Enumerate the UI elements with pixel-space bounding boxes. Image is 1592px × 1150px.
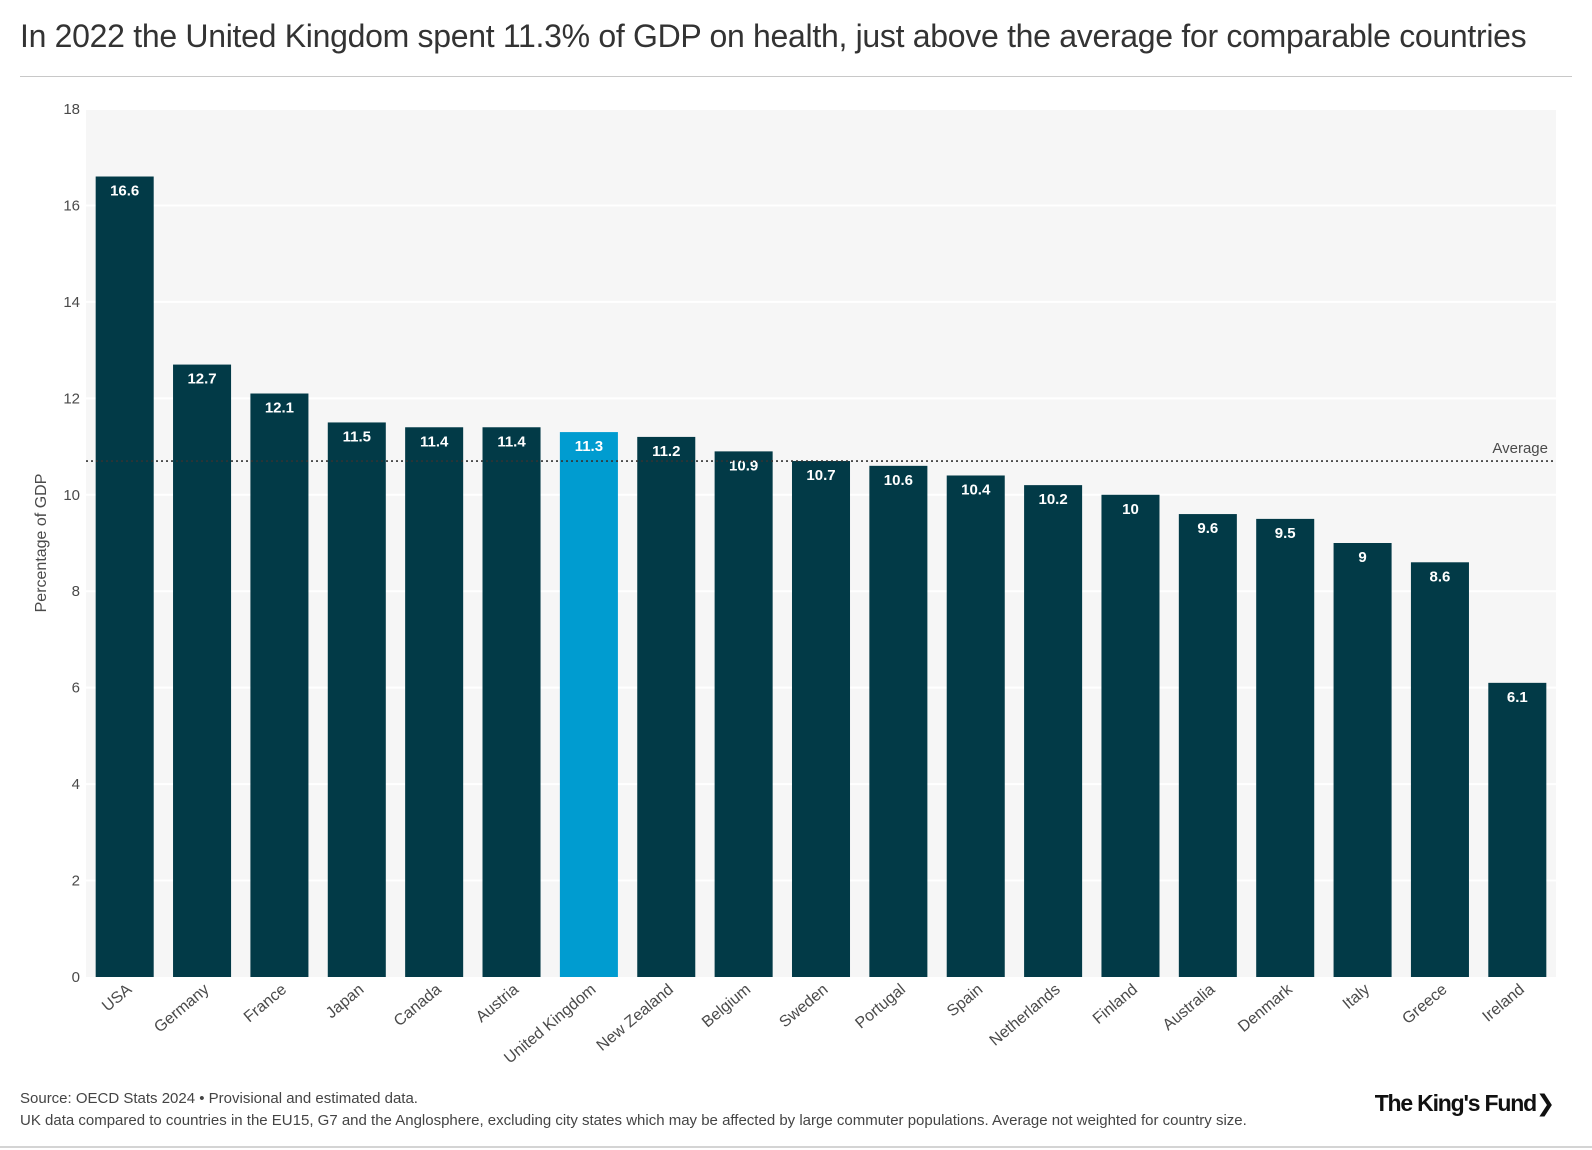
bar-value-label: 11.3 [575, 438, 603, 455]
y-tick-label: 12 [63, 390, 80, 407]
x-tick-label: Greece [1399, 981, 1450, 1028]
bar-value-label: 9 [1358, 549, 1366, 566]
title-divider [20, 76, 1572, 77]
y-tick-label: 16 [63, 197, 80, 214]
bar-value-label: 11.4 [497, 433, 526, 450]
y-tick-label: 4 [72, 776, 80, 793]
bar [946, 475, 1005, 977]
bar-value-label: 10.9 [729, 457, 758, 474]
bar [1488, 682, 1547, 977]
x-tick-label: Denmark [1235, 980, 1296, 1035]
bar-chart: 0 2 4 6 8 10 12 14 16 18 Percentage of GDP 16.6 USA 1… [33, 101, 1556, 1067]
x-tick-label: France [241, 981, 290, 1026]
y-tick-label: 0 [72, 969, 80, 986]
x-tick-label: Belgium [699, 981, 754, 1031]
bar [1256, 518, 1315, 977]
bar [637, 436, 696, 977]
bar-value-label: 6.1 [1507, 689, 1528, 706]
bar-value-label: 9.5 [1275, 525, 1296, 542]
bar [1024, 485, 1083, 977]
bar-value-label: 10.7 [806, 467, 835, 484]
bar-value-label: 8.6 [1430, 568, 1451, 585]
methodology-note: UK data compared to countries in the EU1… [20, 1112, 1247, 1129]
bar-value-label: 11.2 [652, 443, 680, 460]
bottom-divider [0, 1146, 1592, 1148]
x-tick-label: Sweden [776, 981, 831, 1031]
y-tick-label: 6 [72, 680, 80, 697]
kings-fund-logo: The King's Fund❯ [1374, 1090, 1556, 1116]
bar-value-label: 16.6 [110, 183, 139, 200]
bar-value-label: 11.4 [420, 433, 449, 450]
bar [405, 427, 464, 977]
bar-value-label: 11.5 [343, 428, 371, 445]
y-tick-label: 14 [63, 294, 80, 311]
bar [482, 427, 541, 977]
y-tick-label: 8 [72, 583, 80, 600]
bar-value-label: 9.6 [1197, 520, 1218, 537]
bar [869, 465, 928, 977]
y-axis-label: Percentage of GDP [33, 474, 50, 613]
bar [173, 364, 232, 978]
bar [1101, 494, 1160, 977]
x-tick-label: Ireland [1479, 981, 1527, 1025]
x-tick-label: Netherlands [987, 981, 1064, 1049]
x-tick-label: Australia [1160, 981, 1219, 1034]
x-tick-label: USA [99, 981, 135, 1015]
chart-title: In 2022 the United Kingdom spent 11.3% o… [20, 18, 1527, 54]
bar [714, 451, 773, 977]
x-tick-label: Italy [1340, 981, 1373, 1013]
x-tick-label: Finland [1090, 981, 1141, 1028]
bar [327, 422, 386, 977]
x-tick-label: New Zealand [594, 981, 677, 1055]
source-note: Source: OECD Stats 2024 • Provisional an… [20, 1090, 418, 1107]
bar-value-label: 10.6 [884, 472, 913, 489]
x-tick-label: Austria [473, 981, 522, 1026]
y-tick-label: 2 [72, 873, 80, 890]
bar-value-label: 12.1 [265, 400, 294, 417]
x-tick-label: Japan [323, 981, 367, 1022]
x-tick-label: Germany [151, 981, 212, 1036]
average-label: Average [1492, 440, 1548, 457]
bar-highlight [559, 432, 618, 978]
bar [1178, 514, 1237, 977]
bar [791, 461, 851, 977]
bar [95, 176, 154, 977]
y-tick-label: 10 [63, 487, 80, 504]
bar [1410, 562, 1469, 977]
bar-value-label: 10.4 [961, 481, 991, 498]
bar-value-label: 12.7 [187, 371, 216, 388]
bar [250, 393, 309, 977]
bar [1333, 543, 1392, 977]
bar-value-label: 10.2 [1039, 491, 1068, 508]
y-tick-label: 18 [63, 101, 80, 118]
x-tick-label: Spain [944, 981, 986, 1020]
x-tick-label: Portugal [852, 981, 909, 1032]
bar-value-label: 10 [1122, 501, 1139, 518]
x-tick-label: Canada [391, 981, 445, 1030]
